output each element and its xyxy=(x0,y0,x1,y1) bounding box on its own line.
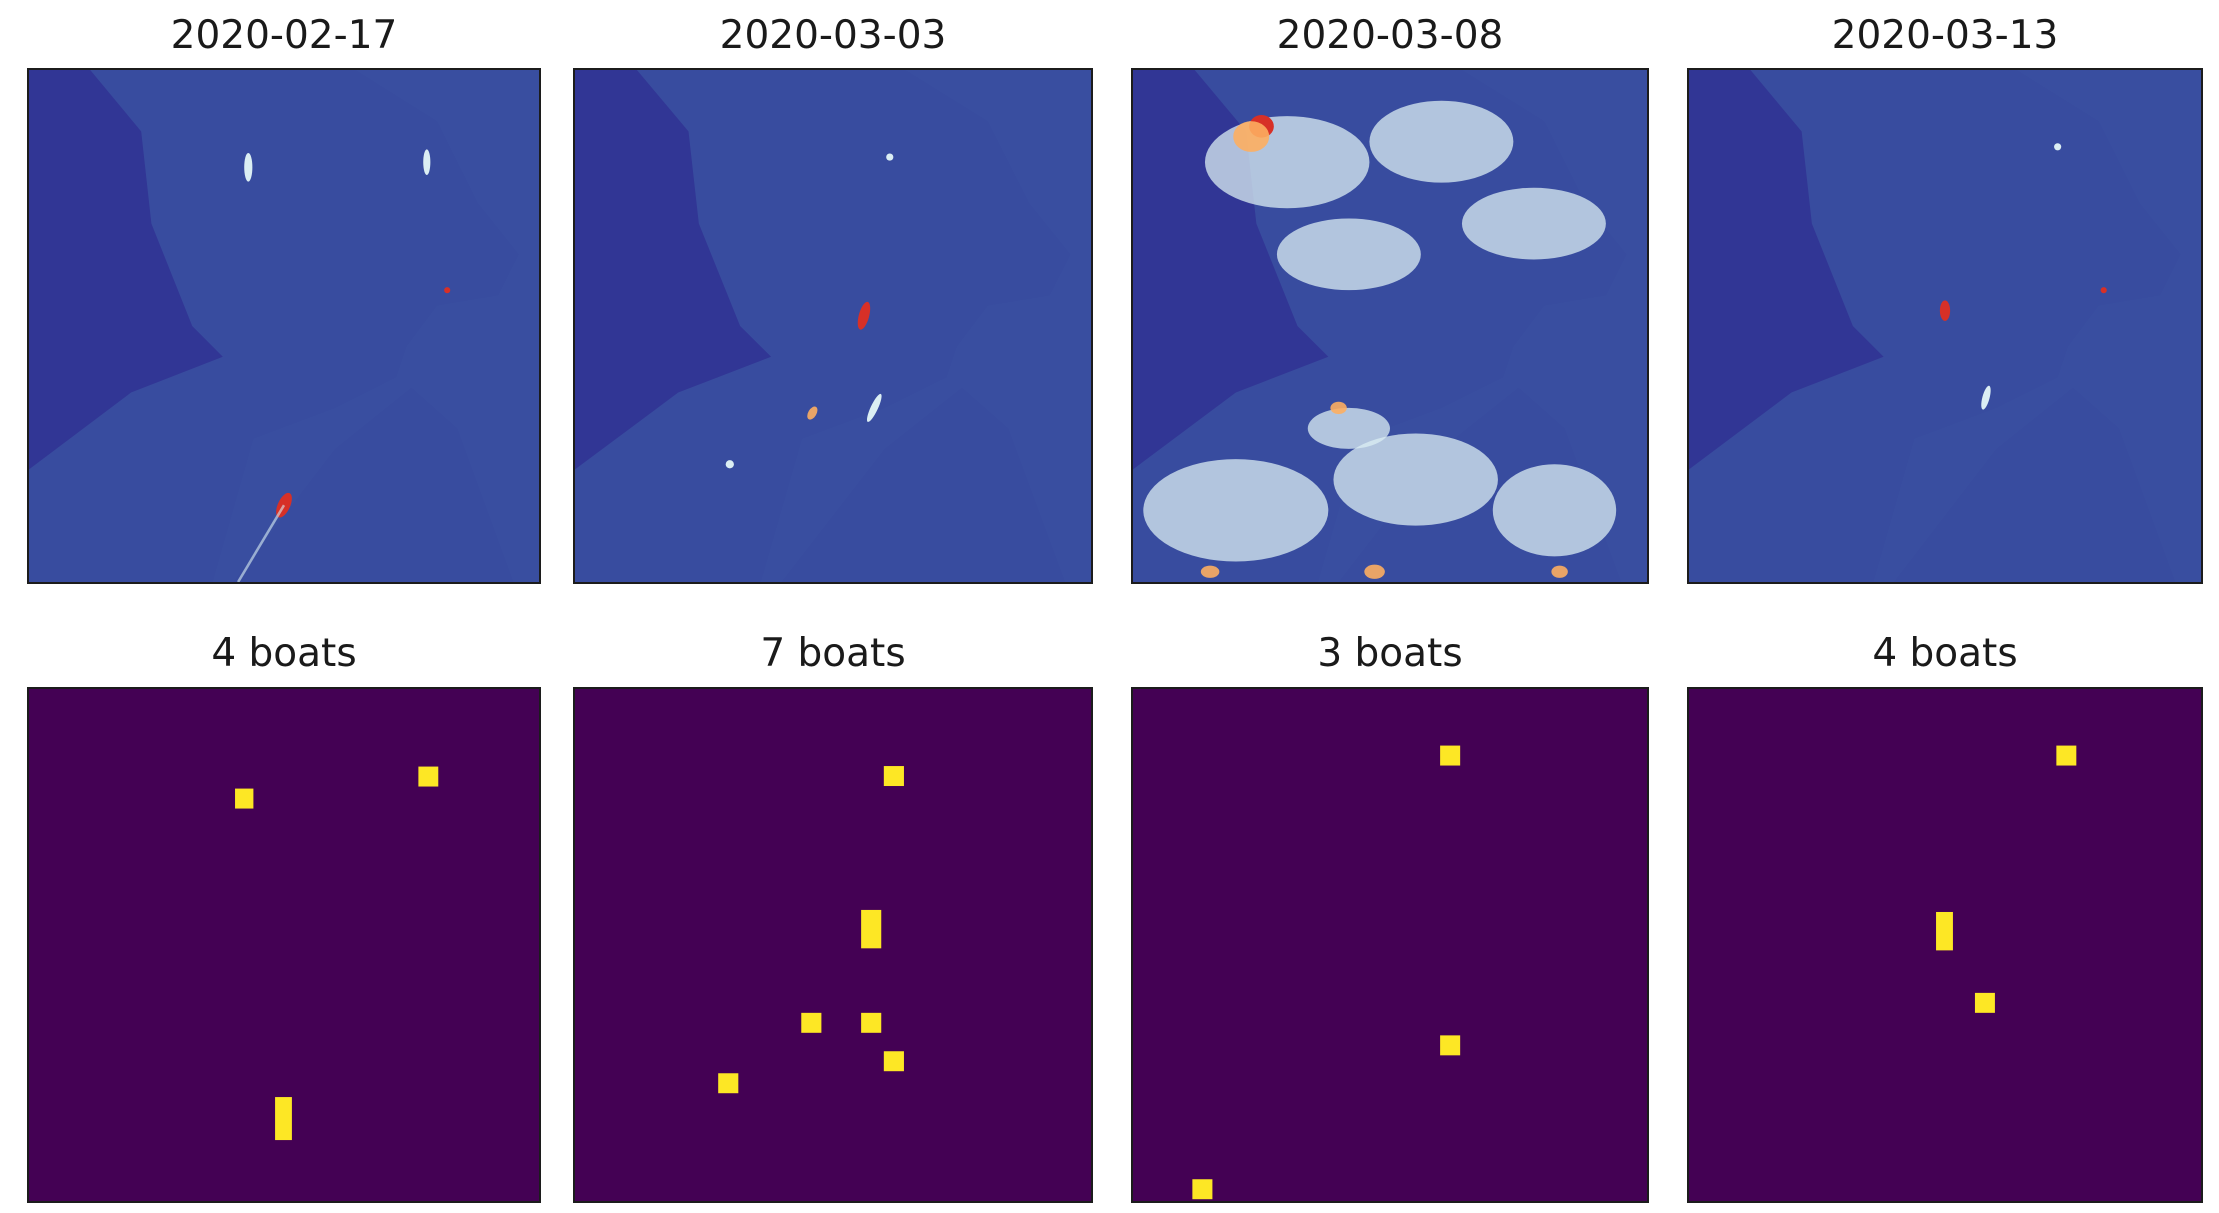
panel-title-date-2: 2020-03-03 xyxy=(719,13,947,58)
ship-hot-1 xyxy=(1939,300,1951,321)
panel-title-boats-2: 7 boats xyxy=(760,631,906,676)
panel-title-boats-3: 3 boats xyxy=(1317,631,1463,676)
cloud-4 xyxy=(1461,187,1606,260)
mask-image-3 xyxy=(1133,689,1647,1201)
hot-spot-3 xyxy=(1364,564,1385,579)
panel-title-date-3: 2020-03-08 xyxy=(1276,13,1504,58)
land-left xyxy=(1689,70,2201,582)
satellite-panel-3 xyxy=(1131,68,1649,584)
cloud-7 xyxy=(1492,464,1617,557)
boat-detection-1 xyxy=(235,788,254,809)
mask-panel-2 xyxy=(573,687,1093,1203)
land-left xyxy=(575,70,1091,582)
panel-title-date-1: 2020-02-17 xyxy=(170,13,398,58)
mask-image-2 xyxy=(575,689,1091,1201)
satellite-image-3 xyxy=(1133,70,1647,582)
hot-spot-2 xyxy=(1233,121,1270,152)
ship-wake-2 xyxy=(423,149,431,175)
satellite-image-1 xyxy=(29,70,539,582)
panel-title-boats-1: 4 boats xyxy=(211,631,357,676)
boat-detection-3 xyxy=(801,1012,822,1033)
satellite-panel-1 xyxy=(27,68,541,584)
cloud-2 xyxy=(1369,100,1514,183)
mask-panel-3 xyxy=(1131,687,1649,1203)
boat-detection-2 xyxy=(418,766,439,787)
boat-detection-3 xyxy=(275,1097,292,1141)
hot-spot-6 xyxy=(1330,401,1347,415)
boat-detection-4 xyxy=(861,1012,882,1033)
panel-title-date-4: 2020-03-13 xyxy=(1831,13,2059,58)
mask-image-4 xyxy=(1689,689,2201,1201)
land-left xyxy=(29,70,539,582)
boat-detection-1 xyxy=(883,766,904,787)
mask-background xyxy=(575,689,1091,1201)
ship-wake-1 xyxy=(1981,385,1991,410)
hot-spot-5 xyxy=(1551,565,1568,578)
ship-hot-2 xyxy=(444,287,451,294)
ship-hot-1 xyxy=(857,301,871,330)
boat-detection-1 xyxy=(2056,745,2077,766)
ship-wake-1 xyxy=(244,152,253,182)
satellite-image-4 xyxy=(1689,70,2201,582)
satellite-image-2 xyxy=(575,70,1091,582)
mask-image-1 xyxy=(29,689,539,1201)
ship-wake-1 xyxy=(866,393,882,422)
ship-wake-3 xyxy=(725,460,734,469)
cloud-3 xyxy=(1276,218,1421,291)
panel-title-boats-4: 4 boats xyxy=(1872,631,2018,676)
ship-wake-long xyxy=(237,504,286,582)
land-right xyxy=(1873,70,2201,582)
cloud-8 xyxy=(1307,407,1390,449)
mask-panel-4 xyxy=(1687,687,2203,1203)
boat-detection-1 xyxy=(1440,745,1461,766)
boat-detection-2 xyxy=(861,909,882,949)
boat-detection-2 xyxy=(1936,911,1953,951)
cloud-6 xyxy=(1333,433,1498,526)
mask-panel-1 xyxy=(27,687,541,1203)
mask-background xyxy=(1133,689,1647,1201)
cloud-5 xyxy=(1143,459,1329,562)
boat-detection-3 xyxy=(1192,1179,1213,1200)
ship-wake-4 xyxy=(886,153,894,161)
ship-wake-2 xyxy=(807,406,818,420)
hot-spot-4 xyxy=(1200,565,1220,578)
land-right xyxy=(212,70,539,582)
ship-hot-2 xyxy=(2100,287,2107,294)
boat-detection-5 xyxy=(883,1051,904,1072)
boat-detection-6 xyxy=(718,1073,739,1094)
satellite-panel-2 xyxy=(573,68,1093,584)
satellite-panel-4 xyxy=(1687,68,2203,584)
cloud-1 xyxy=(1204,116,1370,209)
ship-wake-2 xyxy=(2054,143,2062,151)
land-right xyxy=(760,70,1091,582)
boat-detection-2 xyxy=(1440,1035,1461,1056)
boat-detection-3 xyxy=(1974,992,1995,1013)
